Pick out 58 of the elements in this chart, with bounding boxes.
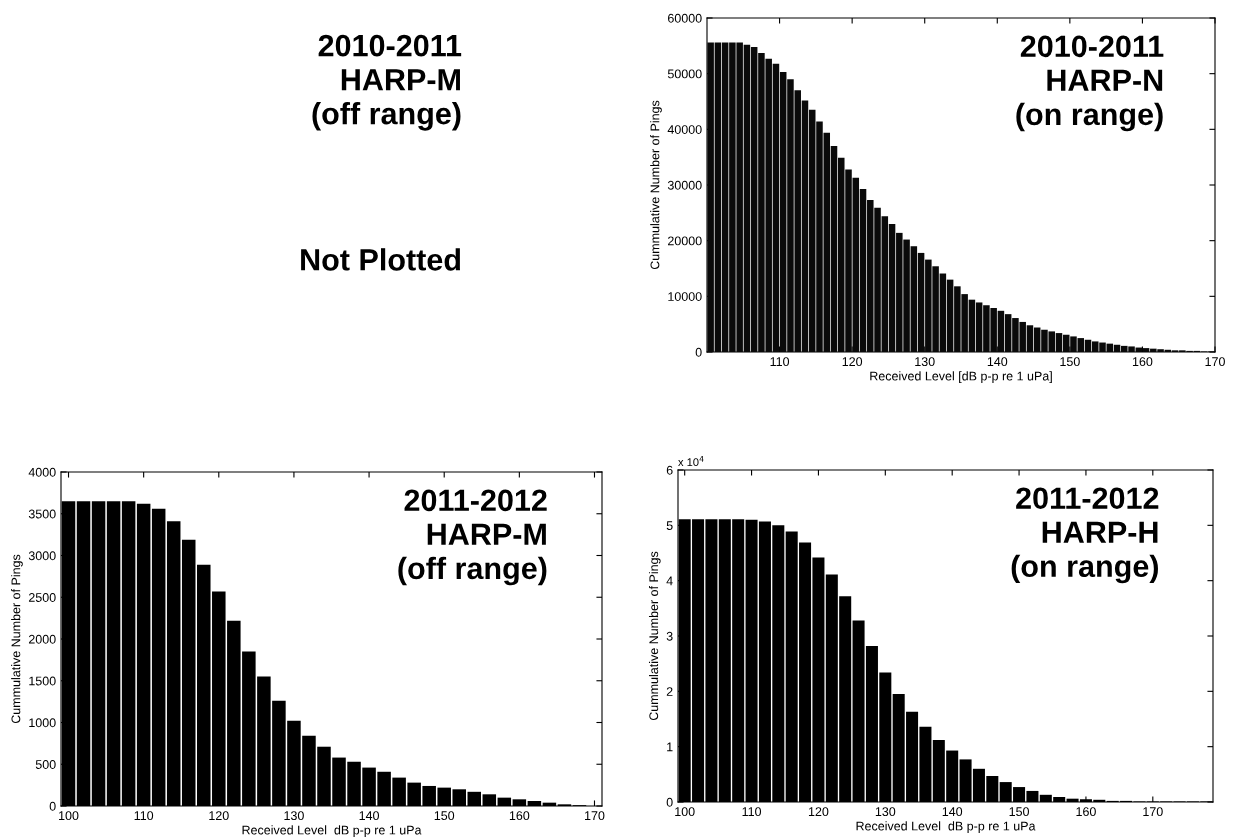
x-tick-label: 170: [1205, 357, 1225, 367]
y-tick-label: 30000: [667, 180, 702, 190]
y-tick-label: 0: [666, 797, 673, 807]
annotation: 2010-2011 HARP-N (on range): [1016, 35, 1164, 132]
x-tick-label: 130: [875, 807, 896, 817]
x-tick-label: 150: [1060, 357, 1080, 367]
y-tick-label: 3500: [28, 509, 56, 519]
y-tick-label: 2500: [28, 593, 56, 602]
y-tick-label: 1: [667, 742, 673, 752]
y-tick-label: 50000: [667, 69, 702, 79]
x-tick-label: 110: [134, 811, 154, 821]
x-axis-title: Received Level [dB p-p re 1 uPa]: [870, 371, 1052, 383]
y-axis-title: Cummulative Number of Pings: [648, 551, 661, 721]
annotation: 2011-2012 HARP-M (off range): [398, 489, 547, 586]
y-tick-label: 3: [666, 631, 673, 641]
x-tick-label: 120: [808, 807, 829, 817]
x-tick-label: 150: [434, 811, 455, 821]
text: 2010-2011 HARP-M (off range): [312, 34, 462, 131]
y-tick-label: 4: [666, 576, 673, 586]
y-axis-title: Cummulative Number of Pings: [650, 100, 662, 270]
x-axis-title: Received Level dB p-p re 1 uPa: [242, 825, 422, 837]
y-tick-label: 60000: [668, 13, 702, 23]
y-tick-label: 2: [666, 687, 673, 696]
y-tick-label: 2000: [28, 634, 56, 644]
y-tick-label: 6: [666, 465, 673, 475]
x-tick-label: 120: [842, 357, 863, 367]
x-tick-label: 160: [509, 811, 530, 821]
x-axis-title: Received Level dB p-p re 1 uPa: [856, 821, 1036, 833]
text: Not Plotted: [301, 248, 460, 271]
y-tick-label: 4000: [28, 467, 56, 477]
x-tick-label: 110: [770, 357, 790, 367]
x-tick-label: 100: [675, 807, 695, 817]
y-tick-label: 1500: [29, 676, 56, 686]
x-tick-label: 120: [209, 811, 229, 821]
x-tick-label: 130: [915, 357, 935, 367]
y-tick-label: 1000: [29, 718, 56, 728]
x-tick-label: 170: [585, 811, 605, 821]
x-tick-label: 160: [1076, 807, 1096, 817]
x-tick-label: 130: [284, 811, 304, 821]
x-tick-label: 100: [59, 811, 79, 821]
annotation: 2011-2012 HARP-H (on range): [1011, 487, 1159, 584]
y-axis-title: Cummulative Number of Pings: [11, 554, 23, 724]
y-tick-label: 40000: [667, 125, 702, 134]
x-tick-label: 140: [359, 811, 380, 821]
y-tick-label: 0: [49, 801, 56, 811]
text: x 10$^{4}$: [678, 456, 704, 467]
x-tick-label: 170: [1143, 807, 1163, 817]
x-tick-label: 110: [742, 807, 762, 817]
x-tick-label: 140: [987, 357, 1008, 367]
y-tick-label: 5: [666, 521, 673, 530]
x-tick-label: 140: [942, 807, 963, 817]
y-tick-label: 3000: [28, 551, 56, 561]
y-tick-label: 0: [695, 347, 702, 357]
x-tick-label: 150: [1009, 807, 1029, 817]
x-tick-label: 160: [1132, 357, 1153, 367]
y-tick-label: 20000: [668, 236, 702, 246]
y-tick-label: 500: [35, 760, 56, 769]
y-tick-label: 10000: [668, 292, 702, 301]
